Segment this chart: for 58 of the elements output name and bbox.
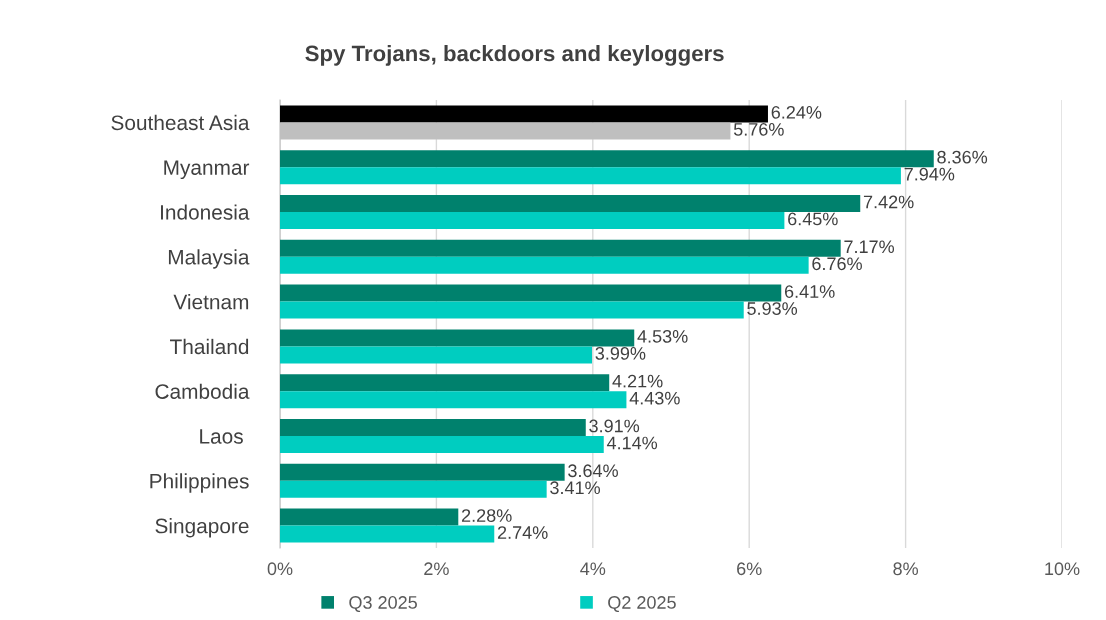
- data-label: 2.28%: [461, 509, 512, 522]
- chart-title: Spy Trojans, backdoors and keyloggers: [305, 45, 724, 66]
- data-label: 7.94%: [904, 167, 955, 181]
- data-label: 3.64%: [568, 464, 618, 478]
- bar: [280, 508, 459, 526]
- y-tick-label: Indonesia: [161, 204, 250, 220]
- data-label: 6.45%: [788, 212, 838, 226]
- data-label: 6.24%: [771, 105, 822, 119]
- bar: [280, 480, 547, 498]
- x-tick-label: 6%: [737, 562, 762, 576]
- bar: [280, 436, 604, 454]
- bar: [280, 391, 627, 409]
- y-tick-label: Vietnam: [173, 294, 249, 310]
- y-tick-label: Malaysia: [168, 249, 250, 269]
- y-tick-label: Southeast Asia: [111, 114, 250, 131]
- data-label: 2.74%: [497, 526, 548, 539]
- x-tick-label: 2%: [424, 562, 449, 576]
- data-label: 3.41%: [550, 481, 600, 495]
- data-label: 4.43%: [629, 391, 680, 405]
- bar: [280, 525, 495, 543]
- bar: [280, 346, 593, 364]
- bar: [280, 239, 841, 257]
- x-tick-label: 8%: [893, 562, 919, 576]
- y-tick-label: Singapore: [155, 518, 249, 538]
- x-tick-label: 4%: [580, 562, 606, 576]
- data-label: 6.41%: [784, 285, 835, 298]
- y-tick-label: Thailand: [170, 338, 249, 355]
- bar: [280, 150, 934, 168]
- y-tick-label: Myanmar: [164, 160, 250, 180]
- bar: [280, 284, 782, 302]
- bar: [280, 256, 809, 274]
- bar: [280, 418, 586, 436]
- data-label: 4.21%: [612, 374, 663, 388]
- bar: [280, 105, 768, 123]
- x-tick-label: 0%: [267, 562, 293, 576]
- data-label: 7.17%: [844, 240, 895, 254]
- bar: [280, 301, 744, 319]
- data-label: 4.53%: [637, 329, 688, 343]
- y-tick-label: Philippines: [150, 473, 249, 493]
- data-label: 8.36%: [937, 150, 988, 164]
- y-tick-label: Laos: [200, 429, 243, 444]
- data-label: 4.14%: [606, 436, 658, 450]
- bar: [280, 212, 785, 230]
- bar: [280, 329, 635, 347]
- bar: [280, 167, 901, 185]
- data-label: 3.99%: [595, 346, 646, 360]
- bar: [280, 463, 565, 481]
- data-label: 3.91%: [589, 419, 640, 433]
- data-label: 5.76%: [733, 122, 784, 136]
- bar: [280, 194, 861, 212]
- y-tick-label: Cambodia: [155, 383, 250, 399]
- x-tick-label: 10%: [1045, 562, 1080, 576]
- legend-label: Q3 2025: [349, 596, 417, 613]
- data-label: 7.42%: [863, 195, 914, 209]
- data-label: 5.93%: [747, 302, 798, 315]
- data-label: 6.76%: [812, 257, 862, 271]
- bar: [280, 374, 610, 392]
- legend-label: Q2 2025: [608, 596, 676, 613]
